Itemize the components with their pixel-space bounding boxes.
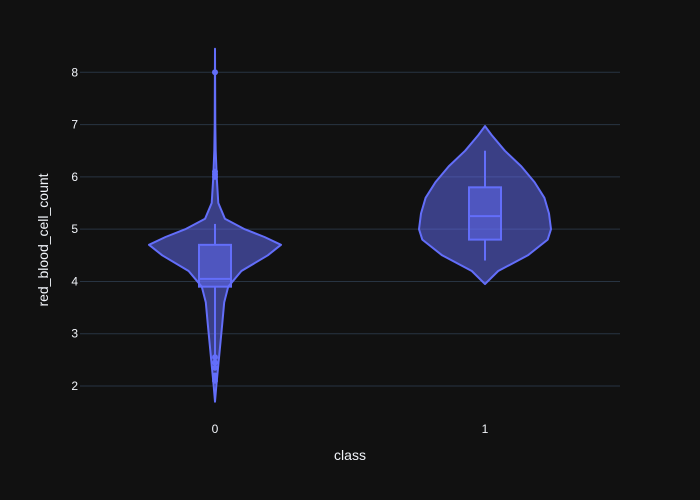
y-tick-label-7: 7 xyxy=(71,118,78,132)
y-tick-label-2: 2 xyxy=(71,379,78,393)
box-1 xyxy=(468,186,502,241)
x-axis-title: class xyxy=(334,447,366,463)
outlier-point-0-6 xyxy=(212,364,218,371)
y-axis-ticks: 2 3 4 5 6 7 8 xyxy=(71,65,78,393)
outlier-point-0-5 xyxy=(212,359,218,366)
x-tick-label-0: 0 xyxy=(212,422,219,436)
y-tick-label-3: 3 xyxy=(71,327,78,341)
box-0 xyxy=(198,243,232,288)
outlier-point-0-3 xyxy=(212,173,218,180)
grid-lines xyxy=(80,71,620,387)
outlier-point-0-4 xyxy=(212,354,218,361)
y-tick-label-8: 8 xyxy=(71,65,78,79)
y-tick-label-5: 5 xyxy=(71,222,78,236)
violin-group-0 xyxy=(148,47,282,403)
x-tick-label-1: 1 xyxy=(482,422,489,436)
outlier-point-0-7 xyxy=(212,372,218,379)
violin-group-1 xyxy=(418,125,552,286)
plot-area xyxy=(148,47,552,403)
outlier-point-0-8 xyxy=(212,377,218,384)
y-tick-label-6: 6 xyxy=(71,170,78,184)
y-tick-label-4: 4 xyxy=(71,274,78,288)
y-axis-title: red_blood_cell_count xyxy=(35,173,51,306)
outlier-point-0-0 xyxy=(212,69,218,76)
